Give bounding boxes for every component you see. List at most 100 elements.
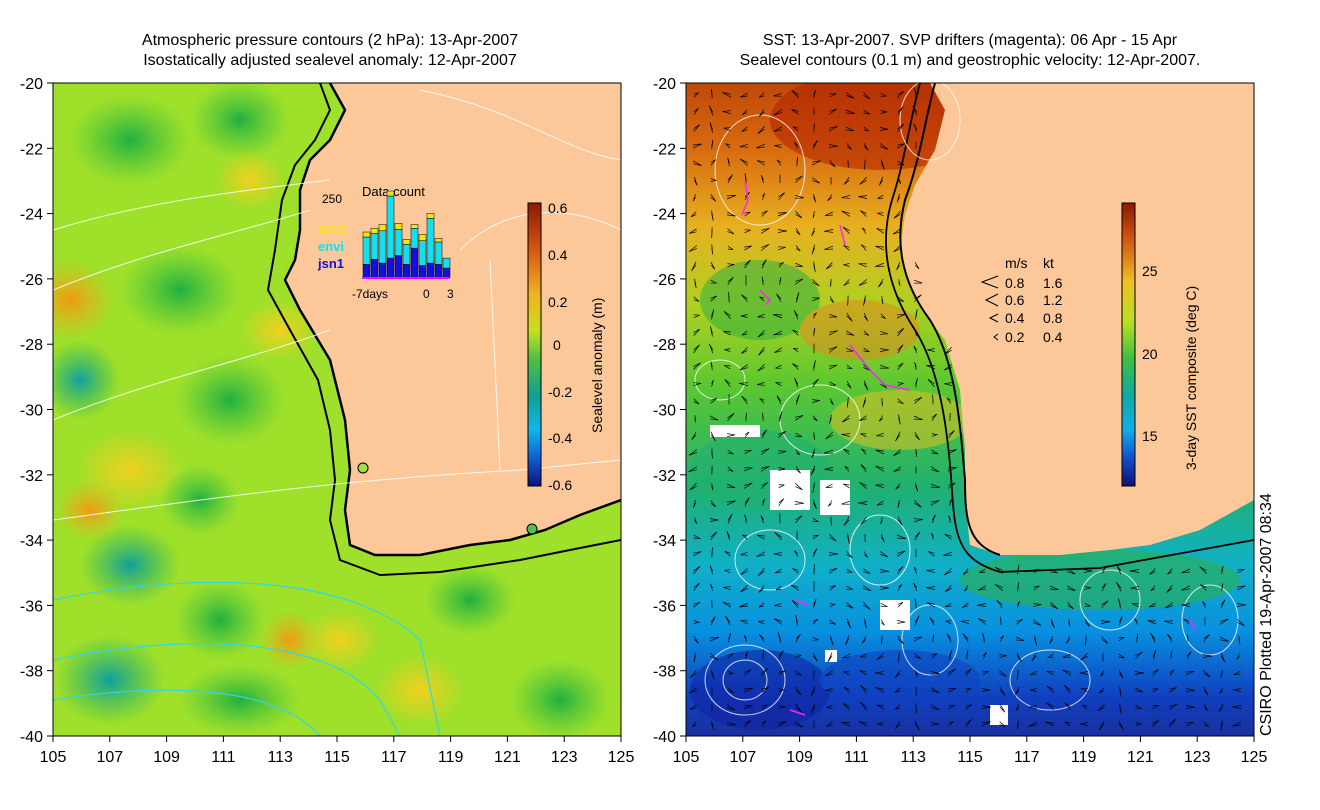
velocity-vector — [962, 633, 969, 643]
velocity-arrow-0.4 — [988, 313, 999, 323]
velocity-vector — [860, 464, 867, 473]
velocity-vector — [1033, 585, 1040, 591]
velocity-vector — [880, 92, 887, 97]
velocity-vector — [1016, 618, 1023, 625]
velocity-vector — [875, 465, 885, 472]
velocity-vector — [758, 602, 765, 608]
velocity-vector — [1236, 603, 1247, 607]
velocity-vector — [861, 636, 867, 644]
velocity-vector — [1150, 585, 1156, 592]
velocity-vector — [828, 500, 833, 507]
velocity-vector — [847, 533, 850, 544]
velocity-vector — [896, 261, 901, 271]
velocity-vector — [999, 654, 1007, 658]
velocity-vector — [880, 619, 885, 626]
velocity-vector — [914, 598, 917, 609]
velocity-vector — [876, 432, 884, 437]
right-x-tick-label: 105 — [673, 749, 700, 766]
velocity-vector — [948, 482, 956, 489]
velocity-vector — [709, 565, 713, 575]
velocity-vector — [915, 703, 917, 714]
velocity-vector — [878, 415, 884, 422]
right-title-line1: SST: 13-Apr-2007. SVP drifters (magenta)… — [762, 32, 1178, 49]
velocity-vector — [760, 244, 770, 251]
velocity-vector — [897, 584, 903, 591]
velocity-vector — [858, 501, 868, 505]
velocity-vector — [795, 686, 802, 695]
velocity-vector — [745, 650, 749, 660]
velocity-vector — [710, 159, 717, 166]
velocity-vector — [812, 636, 819, 641]
velocity-vector — [744, 431, 750, 438]
velocity-vector — [858, 195, 868, 199]
velocity-vector — [1203, 634, 1210, 643]
velocity-vector — [1062, 669, 1072, 676]
velocity-vector — [795, 703, 802, 713]
velocity-vector — [897, 635, 904, 645]
velocity-vector — [741, 347, 748, 354]
velocity-vector — [709, 583, 713, 591]
velocity-vector — [877, 194, 884, 199]
velocity-vector — [710, 616, 716, 626]
velocity-vector — [1050, 568, 1058, 574]
velocity-vector — [914, 362, 917, 370]
velocity-vector — [1049, 585, 1059, 591]
velocity-vector — [1017, 582, 1019, 592]
velocity-vector — [1065, 636, 1071, 644]
velocity-vector — [876, 228, 884, 234]
velocity-vector — [739, 382, 749, 387]
velocity-vector — [761, 482, 768, 489]
velocity-vector — [689, 483, 697, 491]
velocity-vector — [756, 534, 765, 540]
velocity-vector — [756, 143, 766, 149]
velocity-vector — [694, 278, 697, 289]
legend-gfo: GFO — [318, 222, 346, 237]
left-y-tick-label: -40 — [20, 729, 43, 746]
velocity-vector — [1064, 702, 1071, 711]
velocity-vector — [875, 262, 885, 267]
velocity-vector — [1080, 652, 1088, 661]
velocity-vector — [829, 93, 837, 98]
velocity-vector — [710, 431, 716, 442]
velocity-vector — [726, 195, 736, 200]
velocity-vector — [724, 365, 731, 370]
velocity-vector — [895, 431, 901, 442]
velocity-vector — [709, 415, 719, 421]
velocity-vector — [777, 229, 787, 233]
sla-colorbar-ticks: 0.6 0.4 0.2 0 -0.2 -0.4 -0.6 — [548, 200, 572, 493]
velocity-vector — [1032, 619, 1042, 626]
velocity-vector — [843, 245, 850, 251]
velocity-vector — [1186, 651, 1192, 659]
velocity-vector — [774, 568, 782, 574]
velocity-vector — [863, 601, 871, 610]
velocity-vector — [743, 467, 753, 472]
velocity-vector — [879, 364, 890, 369]
inset-bar-gfo — [410, 224, 419, 229]
velocity-vector — [761, 259, 767, 269]
velocity-vector — [841, 433, 851, 438]
velocity-vector — [829, 381, 837, 386]
velocity-vector — [1199, 566, 1207, 575]
left-x-tick-label: 121 — [494, 749, 521, 766]
velocity-vector — [1063, 684, 1071, 694]
velocity-vector — [760, 174, 764, 184]
inset-bar-envi — [362, 236, 371, 265]
left-x-tick-label: 109 — [153, 749, 180, 766]
velocity-vector — [711, 483, 714, 491]
left-map-title: Atmospheric pressure contours (2 hPa): 1… — [100, 31, 560, 71]
velocity-vector — [914, 531, 921, 541]
velocity-vector — [1152, 705, 1159, 710]
sla-tick: 0 — [553, 337, 561, 353]
velocity-vector — [692, 160, 702, 166]
velocity-vector — [931, 466, 940, 473]
velocity-vector — [724, 348, 731, 352]
velocity-vector — [811, 448, 815, 459]
velocity-vector — [1098, 720, 1105, 731]
velocity-vector — [1118, 720, 1124, 730]
velocity-vector — [965, 704, 973, 710]
velocity-vector — [897, 91, 904, 98]
velocity-vector — [893, 245, 901, 253]
velocity-vector — [726, 704, 736, 711]
velocity-vector — [829, 585, 837, 591]
velocity-vector — [1168, 703, 1178, 710]
